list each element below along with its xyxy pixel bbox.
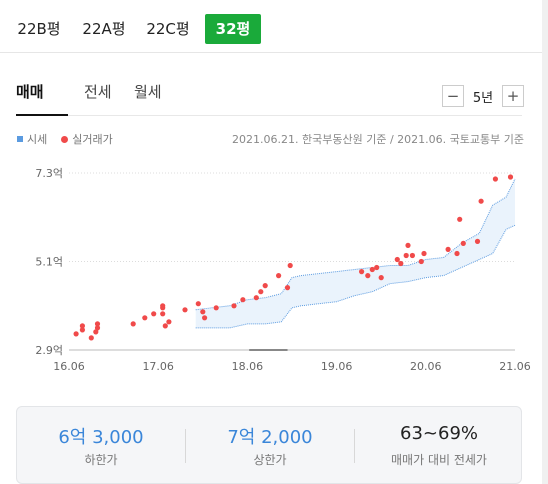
deal-point	[162, 323, 168, 329]
y-tick-label: 2.9억	[35, 344, 63, 357]
area-tab-32[interactable]: 32평	[205, 14, 261, 44]
deal-point	[276, 273, 282, 279]
deal-point	[478, 198, 484, 204]
tabs-divider	[16, 115, 522, 116]
deal-point	[457, 216, 463, 222]
area-tab-22c[interactable]: 22C평	[146, 20, 190, 38]
deal-point	[231, 303, 237, 309]
deal-point	[160, 303, 166, 309]
source-note: 2021.06.21. 한국부동산원 기준 / 2021.06. 국토교통부 기…	[232, 133, 524, 146]
deal-point	[195, 301, 201, 307]
tab-sale[interactable]: 매매	[16, 83, 44, 101]
deal-point	[418, 258, 424, 265]
x-tick-label: 20.06	[410, 360, 442, 373]
deal-point	[460, 240, 466, 246]
y-tick-label: 7.3억	[35, 167, 63, 180]
deal-point	[160, 311, 166, 317]
tab-jeonse[interactable]: 전세	[84, 83, 112, 101]
area-tab-22a[interactable]: 22A평	[82, 20, 126, 38]
price-summary: 6억 3,000 하한가 7억 2,000 상한가 63~69% 매매가 대비 …	[16, 406, 522, 484]
deal-point	[130, 321, 136, 327]
deal-point	[202, 315, 208, 321]
ratio-label: 매매가 대비 전세가	[391, 453, 487, 467]
deal-point	[454, 250, 460, 257]
deal-point	[200, 309, 206, 315]
tab-monthly-rent[interactable]: 월세	[134, 83, 162, 101]
deal-point	[405, 242, 411, 248]
summary-divider	[354, 429, 355, 463]
deal-point	[474, 238, 481, 244]
summary-divider	[185, 429, 186, 463]
summary-low: 6억 3,000 하한가	[17, 407, 185, 484]
ratio-value: 63~69%	[400, 423, 478, 444]
legend-market-price: 시세	[27, 133, 48, 146]
deal-point	[182, 307, 188, 313]
deal-point	[253, 295, 259, 301]
deal-point	[409, 252, 415, 259]
area-tab-22b[interactable]: 22B평	[17, 20, 61, 38]
scrollbar-track[interactable]	[542, 0, 548, 484]
deal-point	[287, 262, 293, 269]
period-stepper: − 5년 +	[442, 84, 524, 108]
summary-ratio: 63~69% 매매가 대비 전세가	[355, 407, 523, 484]
deal-point	[421, 250, 427, 257]
x-tick-label: 16.06	[53, 360, 85, 373]
deal-point	[445, 246, 451, 252]
area-tab-bar: 22B평 22A평 22C평 32평	[0, 0, 548, 53]
deal-point	[73, 331, 79, 337]
deal-point	[166, 319, 172, 325]
market-price-upper-line	[195, 178, 516, 311]
market-price-band	[195, 179, 515, 328]
price-chart[interactable]: 2.9억 5.1억 7.3억 16.06 17.06 18.06 19.06 20.06 21.…	[0, 150, 548, 382]
x-tick-label: 19.06	[321, 360, 353, 373]
deal-point	[507, 174, 514, 180]
high-price-label: 상한가	[253, 453, 287, 467]
chart-legend: 시세 실거래가	[17, 131, 113, 147]
deal-point	[151, 311, 157, 317]
deal-point	[258, 289, 264, 295]
trade-type-tabs: 매매 전세 월세	[0, 76, 548, 116]
deal-point	[79, 327, 85, 333]
deal-point	[142, 315, 148, 321]
deal-point	[359, 269, 365, 275]
deal-point	[93, 329, 99, 335]
deal-point	[492, 176, 498, 182]
high-price-value: 7억 2,000	[227, 427, 313, 448]
deal-point	[394, 256, 400, 263]
low-price-label: 하한가	[84, 453, 118, 467]
market-price-lower-line	[195, 224, 516, 329]
x-tick-label: 18.06	[232, 360, 264, 373]
deal-point	[262, 283, 268, 289]
y-tick-label: 5.1억	[35, 256, 63, 269]
actual-deal-legend-icon	[61, 135, 69, 143]
deal-point	[374, 264, 380, 271]
deal-point	[369, 266, 375, 273]
deal-point	[94, 325, 101, 331]
period-value: 5년	[472, 90, 494, 106]
deal-point	[398, 260, 404, 267]
deal-point	[403, 252, 409, 259]
deal-point	[365, 273, 371, 279]
deal-point	[378, 275, 384, 281]
low-price-value: 6억 3,000	[58, 427, 144, 448]
summary-high: 7억 2,000 상한가	[186, 407, 354, 484]
x-tick-label: 17.06	[142, 360, 174, 373]
deal-point	[284, 285, 291, 291]
deal-point	[240, 297, 246, 303]
market-price-legend-icon	[17, 136, 23, 142]
deal-point	[88, 335, 94, 341]
plus-icon[interactable]: +	[502, 85, 524, 107]
deal-point	[213, 305, 219, 311]
minus-icon[interactable]: −	[442, 85, 464, 107]
x-tick-label: 21.06	[499, 360, 531, 373]
legend-actual-deal: 실거래가	[72, 133, 113, 146]
active-tab-indicator	[16, 114, 68, 116]
deal-point	[79, 323, 85, 329]
deal-point	[94, 321, 101, 327]
